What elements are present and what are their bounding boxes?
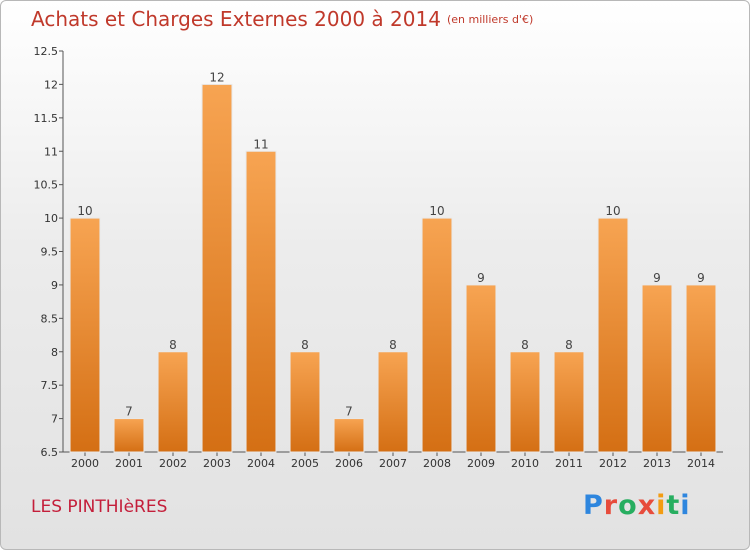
y-tick-label: 11 bbox=[44, 145, 58, 158]
commune-name: LES PINTHIèRES bbox=[31, 497, 168, 517]
y-tick-label: 6.5 bbox=[41, 446, 59, 459]
x-tick-label: 2004 bbox=[247, 457, 275, 470]
y-tick-label: 10 bbox=[44, 212, 58, 225]
bar-2001 bbox=[113, 418, 145, 453]
x-tick-label: 2012 bbox=[599, 457, 627, 470]
bar-2012 bbox=[597, 217, 629, 453]
bar-2010 bbox=[509, 351, 541, 453]
x-tick-label: 2007 bbox=[379, 457, 407, 470]
x-tick-label: 2010 bbox=[511, 457, 539, 470]
bar-2014 bbox=[685, 284, 717, 453]
value-label: 11 bbox=[253, 137, 268, 151]
value-label: 9 bbox=[697, 271, 705, 285]
x-tick-label: 2011 bbox=[555, 457, 583, 470]
y-tick-label: 7.5 bbox=[41, 379, 59, 392]
value-label: 9 bbox=[477, 271, 485, 285]
y-tick-label: 8 bbox=[51, 346, 58, 359]
bar-2009 bbox=[465, 284, 497, 453]
y-tick-label: 7 bbox=[51, 413, 58, 426]
value-label: 8 bbox=[565, 338, 573, 352]
y-tick-label: 11.5 bbox=[34, 112, 59, 125]
axes: 6.5 7 7.5 8 8.5 9 9.5 10 10.5 11 11.5 12 12.5 2000 200… bbox=[34, 45, 723, 470]
x-tick-label: 2014 bbox=[687, 457, 715, 470]
value-label: 8 bbox=[301, 338, 309, 352]
value-label: 8 bbox=[389, 338, 397, 352]
proxiti-logo: Proxiti bbox=[583, 490, 691, 521]
value-label: 8 bbox=[521, 338, 529, 352]
y-tick-label: 12.5 bbox=[34, 45, 59, 58]
value-label: 8 bbox=[169, 338, 177, 352]
bar-2006 bbox=[333, 418, 365, 453]
value-label: 7 bbox=[125, 405, 133, 419]
bar-2002 bbox=[157, 351, 189, 453]
y-tick-label: 12 bbox=[44, 78, 58, 91]
y-tick-label: 8.5 bbox=[41, 312, 59, 325]
value-label: 7 bbox=[345, 405, 353, 419]
title-text: Achats et Charges Externes 2000 à 2014 bbox=[31, 7, 441, 31]
x-tick-label: 2008 bbox=[423, 457, 451, 470]
bar-2011 bbox=[553, 351, 585, 453]
value-label: 10 bbox=[77, 204, 92, 218]
y-tick-label: 9 bbox=[51, 279, 58, 292]
x-tick-label: 2000 bbox=[71, 457, 99, 470]
value-labels: 10 7 8 12 11 8 7 8 10 9 8 8 10 9 9 bbox=[77, 70, 704, 418]
x-tick-label: 2006 bbox=[335, 457, 363, 470]
bars bbox=[69, 83, 717, 453]
y-tick-label: 9.5 bbox=[41, 246, 59, 259]
value-label: 9 bbox=[653, 271, 661, 285]
x-tick-label: 2009 bbox=[467, 457, 495, 470]
bar-2008 bbox=[421, 217, 453, 453]
bar-2004 bbox=[245, 150, 277, 453]
chart-title: Achats et Charges Externes 2000 à 2014 (e… bbox=[31, 7, 533, 31]
bar-2007 bbox=[377, 351, 409, 453]
bar-2013 bbox=[641, 284, 673, 453]
x-tick-label: 2002 bbox=[159, 457, 187, 470]
bar-2003 bbox=[201, 83, 233, 453]
x-tick-label: 2013 bbox=[643, 457, 671, 470]
unit-label: (en milliers d'€) bbox=[446, 13, 534, 26]
value-label: 12 bbox=[209, 70, 224, 84]
value-label: 10 bbox=[605, 204, 620, 218]
value-label: 10 bbox=[429, 204, 444, 218]
x-tick-label: 2005 bbox=[291, 457, 319, 470]
bar-2000 bbox=[69, 217, 101, 453]
bar-2005 bbox=[289, 351, 321, 453]
y-tick-label: 10.5 bbox=[34, 179, 59, 192]
x-tick-label: 2003 bbox=[203, 457, 231, 470]
x-tick-label: 2001 bbox=[115, 457, 143, 470]
